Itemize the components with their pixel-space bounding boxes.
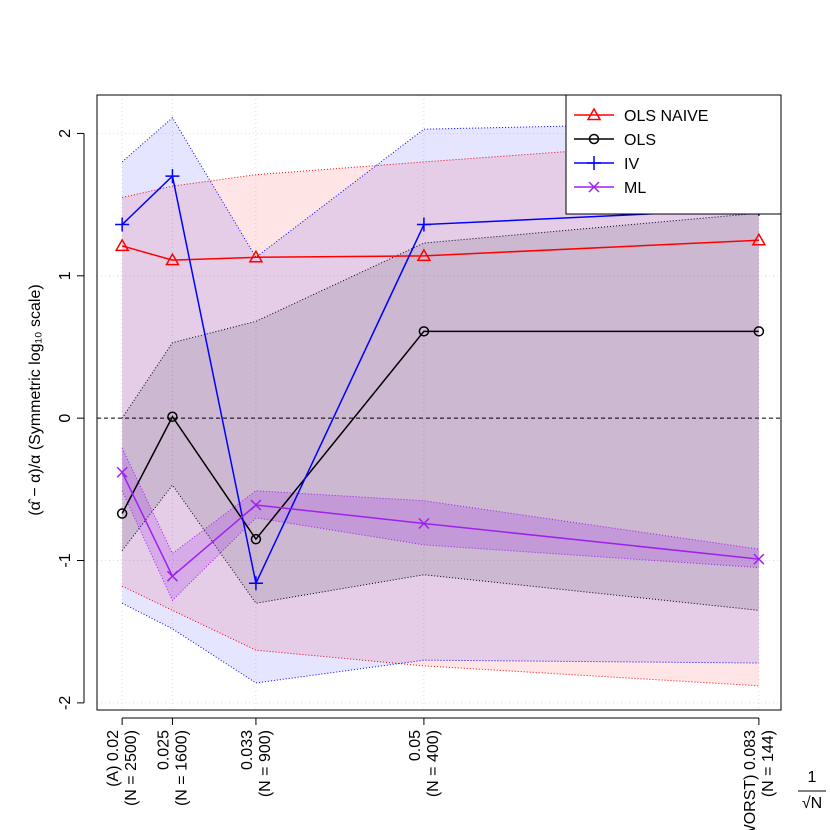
x-tick-label: 0.033 bbox=[239, 730, 256, 770]
x-tick-sublabel: (N = 144) bbox=[760, 730, 777, 797]
data-point bbox=[250, 533, 262, 545]
legend-marker bbox=[588, 181, 600, 193]
data-point bbox=[115, 217, 130, 232]
y-tick-label: 2 bbox=[57, 129, 74, 138]
data-point bbox=[166, 570, 178, 582]
legend-marker bbox=[588, 133, 600, 145]
data-point bbox=[418, 326, 430, 337]
y-tick-label: -2 bbox=[57, 696, 74, 710]
confidence-band bbox=[122, 213, 759, 611]
x-tick-sublabel: (N = 900) bbox=[257, 730, 274, 797]
x-tick-label: 0.025 bbox=[155, 730, 172, 770]
y-tick-label: 0 bbox=[57, 414, 74, 423]
band-edge bbox=[121, 117, 759, 259]
legend-label: OLS NAIVE bbox=[624, 108, 708, 125]
data-point bbox=[165, 169, 180, 184]
x-tick-label: (WORST) 0.083 bbox=[742, 730, 759, 830]
x-tick-label: (A) 0.02 bbox=[105, 730, 122, 787]
y-tick-label: -1 bbox=[57, 553, 74, 567]
x-axis-label-numerator: 1 bbox=[808, 769, 817, 786]
band-edge bbox=[121, 212, 759, 419]
y-tick-label: 1 bbox=[57, 271, 74, 280]
series-line bbox=[121, 330, 759, 541]
x-axis-label-denominator: √N bbox=[802, 795, 822, 812]
legend-label: IV bbox=[624, 156, 639, 173]
data-point bbox=[167, 411, 178, 422]
data-point bbox=[114, 238, 130, 252]
legend-marker bbox=[587, 156, 601, 170]
confidence-band bbox=[122, 137, 759, 686]
data-point bbox=[116, 508, 128, 519]
data-point bbox=[248, 249, 264, 263]
data-point bbox=[116, 466, 128, 478]
data-point bbox=[753, 326, 765, 337]
legend-label: ML bbox=[624, 180, 646, 197]
y-axis-label: (α̂ − α)/α (Symmetric log₁₀ scale) bbox=[27, 284, 44, 515]
data-point bbox=[753, 553, 765, 565]
x-tick-sublabel: (N = 400) bbox=[425, 730, 442, 797]
plot-frame bbox=[96, 94, 782, 711]
series-line bbox=[121, 239, 759, 261]
data-point bbox=[751, 232, 767, 246]
legend-label: OLS bbox=[624, 132, 656, 149]
band-edge bbox=[122, 137, 759, 198]
x-tick-sublabel: (N = 1600) bbox=[173, 730, 190, 806]
data-point bbox=[165, 252, 180, 266]
data-point bbox=[416, 217, 431, 232]
x-tick-sublabel: (N = 2500) bbox=[123, 730, 140, 806]
data-point bbox=[248, 576, 263, 591]
legend-marker bbox=[586, 107, 602, 121]
confidence-band bbox=[122, 448, 759, 601]
data-point bbox=[416, 248, 432, 262]
data-point bbox=[250, 499, 262, 511]
data-point bbox=[418, 517, 430, 530]
x-tick-label: 0.05 bbox=[407, 730, 424, 761]
